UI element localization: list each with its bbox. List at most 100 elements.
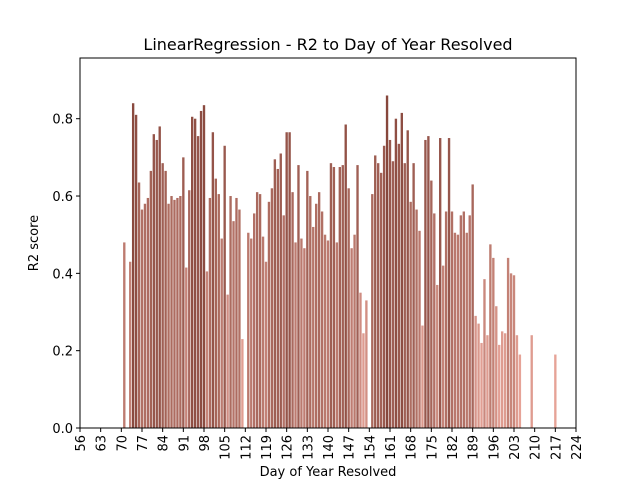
bar bbox=[270, 188, 274, 428]
bar bbox=[312, 226, 315, 428]
bar bbox=[506, 257, 510, 428]
x-tick-label: 105 bbox=[219, 435, 234, 460]
bar bbox=[344, 124, 347, 428]
bar bbox=[409, 201, 412, 428]
bar bbox=[288, 132, 291, 428]
bar bbox=[489, 244, 492, 428]
bar bbox=[554, 354, 557, 428]
bar bbox=[427, 136, 430, 429]
bar bbox=[176, 197, 179, 428]
bar bbox=[450, 211, 454, 428]
bar bbox=[388, 139, 392, 428]
bar bbox=[424, 139, 427, 428]
bar bbox=[518, 354, 522, 428]
bar bbox=[297, 165, 300, 428]
bar bbox=[382, 145, 386, 428]
bar bbox=[226, 294, 229, 428]
bar bbox=[403, 163, 406, 428]
bar bbox=[530, 335, 533, 428]
bar bbox=[341, 165, 344, 428]
x-tick-label: 119 bbox=[260, 435, 275, 460]
x-tick-label: 84 bbox=[157, 435, 172, 452]
bar bbox=[146, 197, 150, 428]
bar bbox=[285, 132, 288, 428]
bar bbox=[241, 339, 244, 428]
bar bbox=[459, 215, 463, 428]
bar bbox=[303, 248, 306, 428]
bar bbox=[300, 238, 303, 428]
bar bbox=[320, 211, 324, 428]
bar bbox=[465, 232, 468, 428]
bar bbox=[421, 325, 424, 428]
bar bbox=[326, 240, 330, 428]
bar bbox=[191, 116, 194, 429]
x-tick-label: 133 bbox=[301, 435, 316, 460]
bar bbox=[483, 279, 486, 428]
bar bbox=[406, 130, 409, 429]
bar bbox=[294, 242, 297, 428]
bar bbox=[279, 153, 282, 428]
bar bbox=[152, 134, 155, 428]
bar bbox=[193, 118, 197, 428]
bar bbox=[161, 163, 164, 428]
x-tick-label: 154 bbox=[363, 435, 378, 460]
bar bbox=[400, 112, 403, 429]
bar bbox=[199, 110, 203, 429]
bar bbox=[509, 273, 513, 428]
bar bbox=[436, 284, 439, 428]
y-tick-label: 0.0 bbox=[52, 422, 73, 437]
bar bbox=[261, 236, 265, 428]
bar bbox=[362, 333, 365, 428]
bar bbox=[323, 234, 327, 428]
bar bbox=[492, 257, 495, 428]
bar bbox=[385, 95, 389, 428]
bar bbox=[253, 213, 256, 428]
bar bbox=[379, 172, 383, 428]
x-tick-label: 70 bbox=[115, 435, 130, 452]
bar bbox=[418, 230, 421, 428]
bar bbox=[439, 138, 442, 428]
bar bbox=[211, 132, 215, 428]
bar bbox=[335, 242, 339, 428]
bar bbox=[158, 126, 161, 428]
bar bbox=[412, 163, 415, 428]
bar bbox=[137, 182, 141, 428]
x-tick-label: 217 bbox=[549, 435, 564, 460]
bar bbox=[164, 170, 167, 428]
y-axis-label: R2 score bbox=[27, 215, 42, 271]
bar bbox=[167, 203, 170, 428]
bar bbox=[185, 267, 188, 428]
bar bbox=[306, 170, 309, 428]
bar bbox=[131, 103, 135, 428]
bar bbox=[123, 242, 126, 428]
bar bbox=[223, 145, 226, 428]
x-tick-label: 98 bbox=[198, 435, 213, 452]
bar bbox=[188, 190, 191, 428]
bar bbox=[276, 168, 279, 428]
bar bbox=[353, 234, 356, 428]
plot bbox=[123, 95, 557, 429]
bar bbox=[356, 165, 359, 428]
bar bbox=[214, 178, 217, 428]
bar bbox=[501, 331, 504, 428]
y-tick-label: 0.4 bbox=[52, 267, 73, 282]
bar bbox=[503, 333, 507, 428]
x-tick-label: 140 bbox=[322, 435, 337, 460]
y-tick-label: 0.8 bbox=[52, 113, 73, 128]
bar bbox=[129, 261, 132, 428]
bar bbox=[155, 139, 158, 428]
bar bbox=[433, 213, 436, 428]
y-tick-label: 0.2 bbox=[52, 345, 73, 360]
bar bbox=[430, 180, 433, 428]
bar bbox=[247, 232, 250, 428]
bar bbox=[332, 167, 336, 429]
bar bbox=[315, 203, 318, 428]
bar bbox=[232, 221, 235, 428]
bar bbox=[495, 306, 498, 428]
bar bbox=[474, 315, 477, 428]
bar bbox=[202, 105, 206, 428]
bar bbox=[143, 203, 147, 428]
bar bbox=[415, 209, 418, 428]
bar bbox=[250, 238, 253, 428]
